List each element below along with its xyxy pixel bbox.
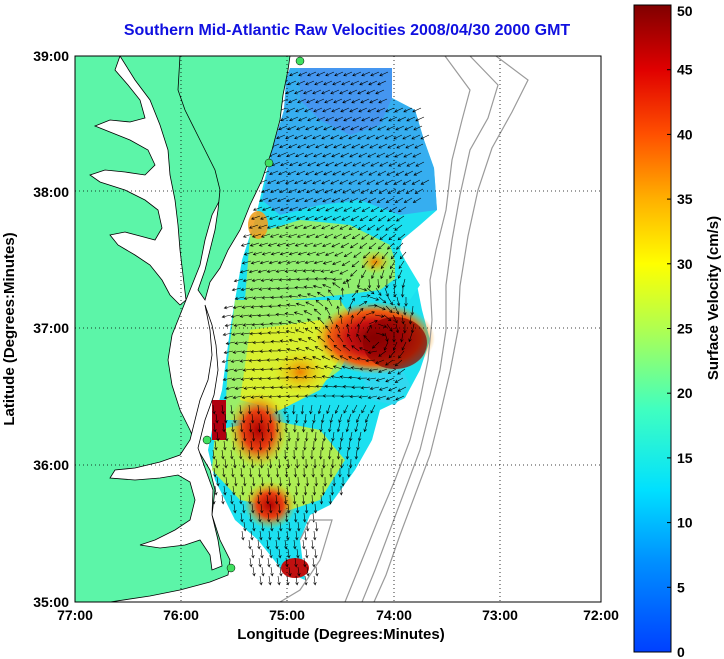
x-tick-label: 76:00 — [163, 607, 199, 623]
colorbar-label: Surface Velocity (cm/s) — [705, 216, 722, 380]
colorbar-ticks: 0 5 10 15 20 25 30 35 40 45 50 — [667, 3, 693, 659]
y-tick-label: 38:00 — [33, 184, 69, 200]
colorbar-tick-label: 45 — [677, 62, 693, 78]
y-tick-label: 39:00 — [33, 48, 69, 64]
colorbar-tick-label: 0 — [677, 644, 685, 659]
colorbar-tick-label: 10 — [677, 515, 693, 531]
x-tick-label: 72:00 — [583, 607, 619, 623]
map-title: Southern Mid-Atlantic Raw Velocities 200… — [123, 22, 571, 39]
colorbar-tick-label: 5 — [677, 579, 685, 595]
land — [75, 56, 291, 602]
chesapeake-bay — [89, 56, 223, 571]
station-marker — [226, 563, 236, 573]
y-tick-label: 35:00 — [33, 594, 69, 610]
y-tick-label: 37:00 — [33, 320, 69, 336]
colorbar-tick-label: 20 — [677, 385, 693, 401]
x-tick-label: 75:00 — [269, 607, 305, 623]
colorbar-tick-label: 30 — [677, 256, 693, 272]
colorbar-tick-label: 50 — [677, 3, 693, 19]
colorbar-tick-label: 15 — [677, 450, 693, 466]
x-tick-labels: 77:00 76:00 75:00 74:00 73:00 72:00 — [57, 607, 619, 623]
radar-stations — [202, 56, 305, 573]
colorbar: 0 5 10 15 20 25 30 35 40 45 50 Surface Velocity (c… — [633, 3, 722, 659]
station-marker — [202, 435, 212, 445]
grid-lines — [75, 56, 601, 602]
x-axis-label: Longitude (Degrees:Minutes) — [237, 626, 445, 643]
colorbar-tick-label: 35 — [677, 191, 693, 207]
x-tick-label: 74:00 — [376, 607, 412, 623]
bathymetry-contours — [279, 56, 529, 602]
plot-frame — [74, 55, 602, 603]
y-tick-labels: 39:00 38:00 37:00 36:00 35:00 — [33, 48, 69, 610]
colorbar-gradient — [633, 4, 672, 653]
x-tick-label: 77:00 — [57, 607, 93, 623]
map-area — [75, 56, 601, 602]
colorbar-tick-label: 25 — [677, 321, 693, 337]
colorbar-tick-label: 40 — [677, 126, 693, 142]
x-tick-label: 73:00 — [482, 607, 518, 623]
y-axis-label: Latitude (Degrees:Minutes) — [1, 232, 18, 425]
station-marker — [264, 158, 274, 168]
y-tick-label: 36:00 — [33, 457, 69, 473]
station-marker — [295, 56, 305, 66]
